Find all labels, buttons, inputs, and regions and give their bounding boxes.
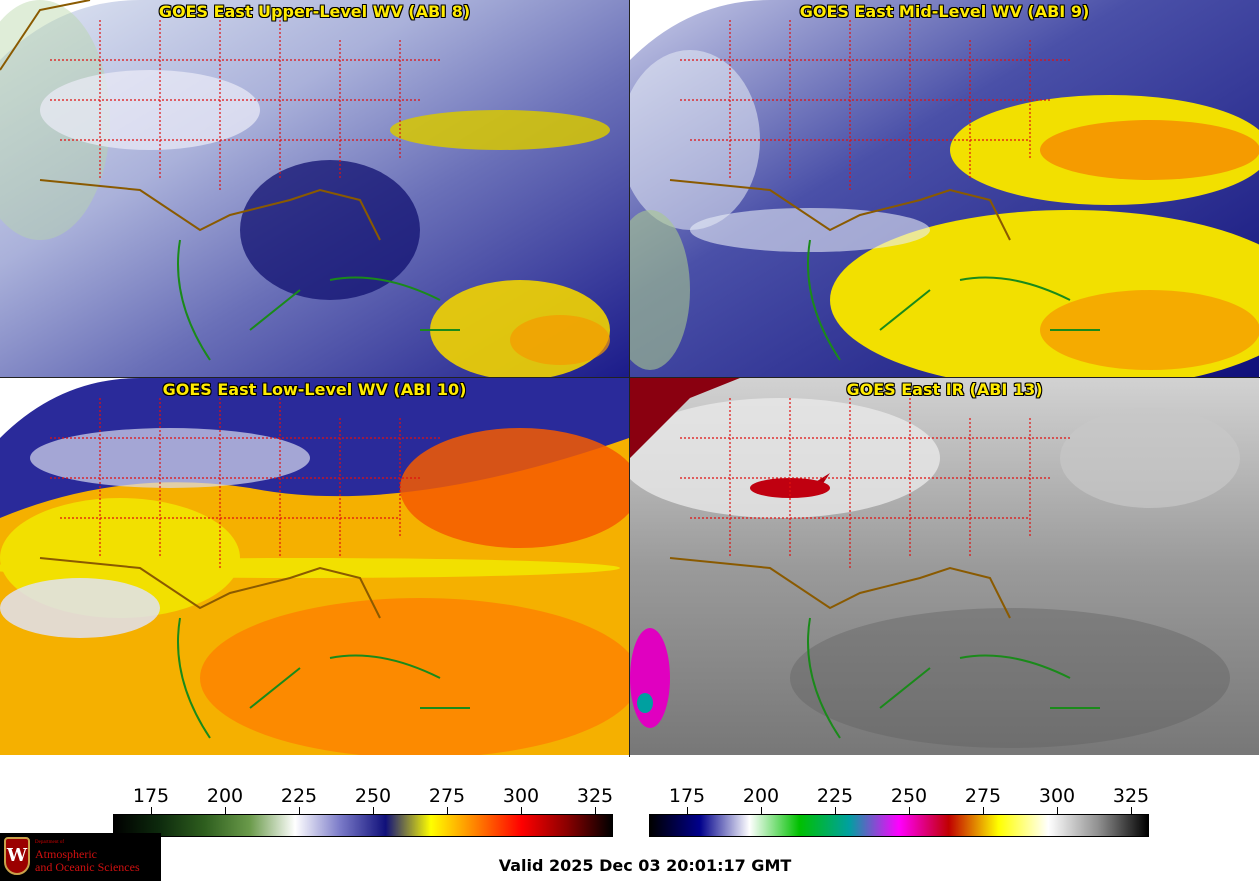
colorbar-tick-mark bbox=[447, 807, 448, 814]
colorbar-tick-mark bbox=[687, 807, 688, 814]
panel-title: GOES East Mid-Level WV (ABI 9) bbox=[799, 2, 1090, 21]
panel-title: GOES East Upper-Level WV (ABI 8) bbox=[158, 2, 471, 21]
colorbar-tick-label: 200 bbox=[742, 785, 780, 807]
panel-upper-level-wv: GOES East Upper-Level WV (ABI 8) bbox=[0, 0, 629, 377]
wv-colorbar bbox=[113, 814, 613, 837]
panel-ir: GOES East IR (ABI 13) bbox=[630, 378, 1259, 755]
colorbar-tick-label: 250 bbox=[354, 785, 392, 807]
colorbar-tick-mark bbox=[595, 807, 596, 814]
panel-low-level-wv: GOES East Low-Level WV (ABI 10) bbox=[0, 378, 629, 755]
colorbar-tick-label: 225 bbox=[280, 785, 318, 807]
colorbar-tick-mark bbox=[1057, 807, 1058, 814]
logo-line1: Atmospheric bbox=[35, 847, 97, 861]
colorbar-tick-mark bbox=[983, 807, 984, 814]
upper-level-wv-image bbox=[0, 0, 629, 377]
colorbar-tick-label: 275 bbox=[428, 785, 466, 807]
colorbar-tick-label: 300 bbox=[1038, 785, 1076, 807]
colorbar-tick-label: 250 bbox=[890, 785, 928, 807]
colorbar-tick-mark bbox=[1131, 807, 1132, 814]
logo-dept-text: Department of bbox=[35, 840, 65, 845]
colorbar-tick-label: 175 bbox=[668, 785, 706, 807]
panel-divider-horizontal bbox=[0, 377, 1260, 378]
panel-divider-vertical bbox=[629, 0, 630, 757]
colorbar-tick-mark bbox=[761, 807, 762, 814]
colorbar-tick-mark bbox=[299, 807, 300, 814]
ir-colorbar bbox=[649, 814, 1149, 837]
colorbar-tick-mark bbox=[909, 807, 910, 814]
valid-time: Valid 2025 Dec 03 20:01:17 GMT bbox=[498, 856, 792, 875]
mid-level-wv-image bbox=[630, 0, 1259, 377]
colorbar-tick-label: 325 bbox=[1112, 785, 1150, 807]
colorbar-tick-mark bbox=[225, 807, 226, 814]
panel-mid-level-wv: GOES East Mid-Level WV (ABI 9) bbox=[630, 0, 1259, 377]
logo-line2: and Oceanic Sciences bbox=[35, 860, 140, 874]
ir-image bbox=[630, 378, 1259, 755]
low-level-wv-image bbox=[0, 378, 629, 755]
colorbar-tick-label: 275 bbox=[964, 785, 1002, 807]
colorbar-tick-mark bbox=[373, 807, 374, 814]
colorbar-tick-mark bbox=[835, 807, 836, 814]
panel-title: GOES East IR (ABI 13) bbox=[846, 380, 1043, 399]
colorbar-tick-label: 325 bbox=[576, 785, 614, 807]
colorbar-tick-label: 225 bbox=[816, 785, 854, 807]
colorbar-tick-label: 200 bbox=[206, 785, 244, 807]
colorbar-tick-label: 175 bbox=[132, 785, 170, 807]
aos-logo: W Department of Atmospheric and Oceanic … bbox=[0, 833, 161, 881]
colorbar-tick-mark bbox=[521, 807, 522, 814]
colorbar-tick-label: 300 bbox=[502, 785, 540, 807]
uw-seal-icon: W bbox=[4, 837, 30, 875]
panel-title: GOES East Low-Level WV (ABI 10) bbox=[162, 380, 467, 399]
colorbar-tick-mark bbox=[151, 807, 152, 814]
